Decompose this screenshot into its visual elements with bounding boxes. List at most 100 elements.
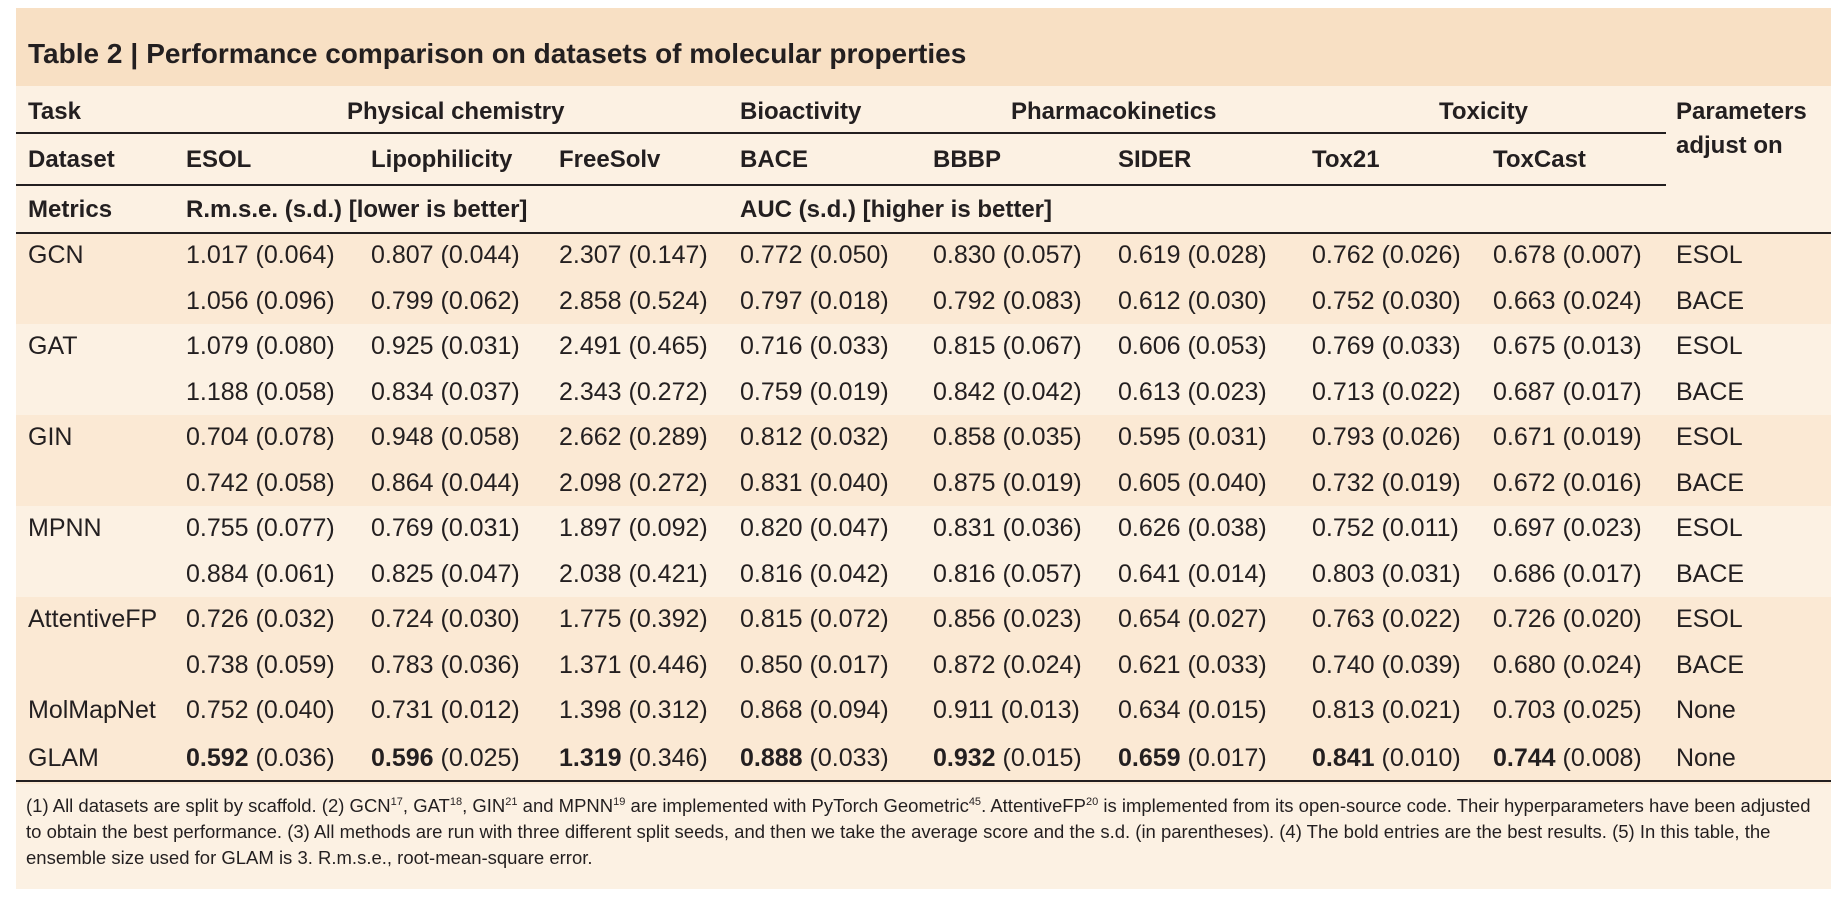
best-value: 0.592 — [186, 744, 249, 772]
value-cell: 0.799 (0.062) — [371, 287, 520, 315]
value-cell: 0.815 (0.072) — [740, 605, 889, 633]
value-cell: 0.783 (0.036) — [371, 651, 520, 679]
value-cell: 0.769 (0.033) — [1312, 332, 1461, 360]
value-cell: 0.626 (0.038) — [1118, 514, 1267, 542]
sd-value: (0.010) — [1381, 744, 1461, 772]
value-cell: 0.820 (0.047) — [740, 514, 889, 542]
ref-45: 45 — [968, 795, 982, 808]
ref-18: 18 — [449, 795, 463, 808]
value-cell-best: 1.319 (0.346) — [559, 744, 708, 773]
value-cell: 0.663 (0.024) — [1493, 287, 1642, 315]
value-cell: 0.793 (0.026) — [1312, 423, 1461, 451]
dataset-esol: ESOL — [186, 146, 252, 173]
value-cell: 0.812 (0.032) — [740, 423, 889, 451]
sd-value: (0.033) — [809, 744, 889, 772]
title-separator: | — [130, 38, 139, 69]
value-cell: 1.398 (0.312) — [559, 696, 708, 724]
value-cell: 0.842 (0.042) — [933, 378, 1082, 406]
value-cell: 0.634 (0.015) — [1118, 696, 1267, 724]
value-cell: 0.641 (0.014) — [1118, 560, 1267, 588]
best-value: 0.744 — [1493, 744, 1556, 772]
value-cell: 0.703 (0.025) — [1493, 696, 1642, 724]
value-cell: 0.742 (0.058) — [186, 469, 335, 497]
value-cell: 0.687 (0.017) — [1493, 378, 1642, 406]
value-cell: 0.864 (0.044) — [371, 469, 520, 497]
value-cell: 0.731 (0.012) — [371, 696, 520, 724]
value-cell: 1.056 (0.096) — [186, 287, 335, 315]
best-value: 0.888 — [740, 744, 803, 772]
value-cell: 0.834 (0.037) — [371, 378, 520, 406]
best-value: 0.659 — [1118, 744, 1181, 772]
sd-value: (0.015) — [1002, 744, 1082, 772]
value-cell: 0.619 (0.028) — [1118, 241, 1267, 269]
value-cell-best: 0.592 (0.036) — [186, 744, 335, 773]
header-rule — [16, 132, 1666, 134]
value-cell: 0.672 (0.016) — [1493, 469, 1642, 497]
dataset-freesolv: FreeSolv — [559, 146, 661, 173]
param-cell: ESOL — [1676, 514, 1743, 542]
value-cell: 0.813 (0.021) — [1312, 696, 1461, 724]
param-cell: BACE — [1676, 560, 1745, 588]
table-title: Table 2 | Performance comparison on datase… — [28, 38, 966, 70]
value-cell: 0.858 (0.035) — [933, 423, 1082, 451]
value-cell: 0.797 (0.018) — [740, 287, 889, 315]
model-name: GAT — [28, 332, 78, 360]
value-cell-best: 0.659 (0.017) — [1118, 744, 1267, 773]
value-cell: 2.038 (0.421) — [559, 560, 708, 588]
value-cell: 0.613 (0.023) — [1118, 378, 1267, 406]
value-cell: 0.680 (0.024) — [1493, 651, 1642, 679]
value-cell: 0.621 (0.033) — [1118, 651, 1267, 679]
value-cell: 0.752 (0.040) — [186, 696, 335, 724]
sd-value: (0.036) — [255, 744, 335, 772]
value-cell: 0.831 (0.040) — [740, 469, 889, 497]
value-cell: 0.654 (0.027) — [1118, 605, 1267, 633]
value-cell: 2.098 (0.272) — [559, 469, 708, 497]
group-pharmacokinetics: Pharmacokinetics — [1011, 98, 1217, 125]
row-band — [16, 415, 1831, 506]
dataset-bbbp: BBBP — [933, 146, 1002, 173]
row-band — [16, 233, 1831, 324]
sd-value: (0.025) — [440, 744, 520, 772]
value-cell: 0.752 (0.011) — [1312, 514, 1459, 542]
value-cell: 0.925 (0.031) — [371, 332, 520, 360]
value-cell: 0.772 (0.050) — [740, 241, 889, 269]
dataset-toxcast: ToxCast — [1493, 146, 1586, 173]
group-physical-chemistry: Physical chemistry — [347, 98, 565, 125]
value-cell: 0.911 (0.013) — [933, 696, 1080, 724]
value-cell: 0.605 (0.040) — [1118, 469, 1267, 497]
value-cell: 0.595 (0.031) — [1118, 423, 1267, 451]
model-name: MPNN — [28, 514, 102, 542]
value-cell-best: 0.841 (0.010) — [1312, 744, 1461, 773]
value-cell: 0.816 (0.042) — [740, 560, 889, 588]
value-cell: 0.816 (0.057) — [933, 560, 1082, 588]
group-bioactivity: Bioactivity — [740, 98, 862, 125]
best-value: 0.841 — [1312, 744, 1375, 772]
value-cell: 0.884 (0.061) — [186, 560, 335, 588]
sd-value: (0.346) — [628, 744, 708, 772]
value-cell: 1.897 (0.092) — [559, 514, 708, 542]
value-cell-best: 0.596 (0.025) — [371, 744, 520, 773]
sd-value: (0.017) — [1187, 744, 1267, 772]
param-cell: BACE — [1676, 378, 1745, 406]
value-cell: 2.343 (0.272) — [559, 378, 708, 406]
table-bottom-rule — [16, 780, 1831, 782]
group-parameters-line1: Parameters — [1676, 98, 1807, 125]
value-cell: 0.763 (0.022) — [1312, 605, 1461, 633]
row-band — [16, 597, 1831, 688]
value-cell-best: 0.744 (0.008) — [1493, 744, 1642, 773]
value-cell: 0.856 (0.023) — [933, 605, 1082, 633]
value-cell: 0.740 (0.039) — [1312, 651, 1461, 679]
row-label-metrics: Metrics — [28, 196, 113, 223]
table-title-bar: Table 2 | Performance comparison on datase… — [16, 8, 1831, 86]
header-rule — [16, 184, 1666, 186]
value-cell: 0.704 (0.078) — [186, 423, 335, 451]
group-parameters-line2: adjust on — [1676, 132, 1783, 159]
table-panel: Table 2 | Performance comparison on datase… — [16, 8, 1831, 889]
dataset-tox21: Tox21 — [1312, 146, 1380, 173]
param-cell: None — [1676, 696, 1736, 724]
value-cell: 0.759 (0.019) — [740, 378, 889, 406]
table-caption: Performance comparison on datasets of mo… — [146, 38, 967, 69]
value-cell: 0.697 (0.023) — [1493, 514, 1642, 542]
value-cell: 0.755 (0.077) — [186, 514, 335, 542]
header-bottom-rule — [16, 232, 1831, 234]
